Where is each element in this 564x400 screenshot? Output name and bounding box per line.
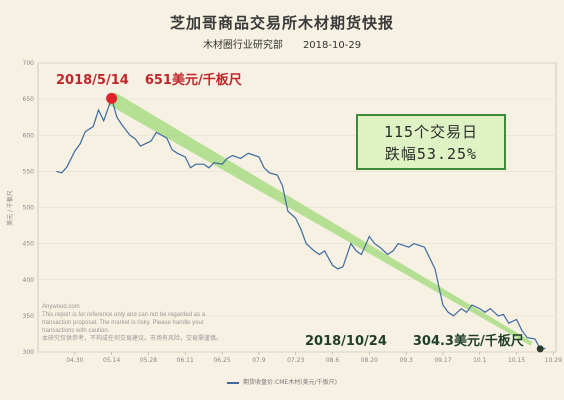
y-tick-label: 500: [23, 205, 35, 212]
page-title: 芝加哥商品交易所木材期货快报: [169, 14, 394, 32]
decline-percent-label: 跌幅53.25%: [384, 145, 478, 163]
start-value-label: 651美元/千板尺: [144, 73, 242, 88]
x-axis-ticks: 04.30 05.14 05.28 06.11 06.25 07.9 07.23 08.6 08…: [66, 352, 562, 364]
disclaimer-line: transaction proposal. The market is risk…: [42, 320, 204, 326]
y-tick-label: 600: [23, 132, 35, 139]
disclaimer-line: This report is for reference only and ca…: [42, 312, 206, 318]
disclaimer-line: transactions with caution.: [42, 328, 110, 334]
x-tick-label: 10.15: [508, 357, 525, 364]
y-tick-label: 550: [23, 168, 35, 175]
decline-summary-box: 115个交易日 跌幅53.25%: [356, 114, 506, 170]
x-tick-label: 06.25: [213, 357, 230, 364]
y-tick-label: 700: [23, 60, 35, 67]
x-tick-label: 05.28: [140, 357, 157, 364]
plot-area: 300 350 400 450 500 550 600 650 700 04.30 05.14 05…: [23, 60, 563, 364]
x-tick-label: 08.20: [361, 357, 378, 364]
end-value-label: 304.3美元/千板尺: [412, 334, 524, 349]
y-tick-label: 400: [23, 277, 35, 284]
start-marker: [106, 92, 118, 104]
report-date: 2018-10-29: [302, 40, 362, 51]
y-tick-label: 650: [23, 96, 35, 103]
disclaimer-line: 本研究仅供参考，不构成任何交易建议。市场有风险，交易需谨慎。: [42, 336, 223, 342]
report-subtitle: 木材圈行业研究部 2018-10-29: [0, 36, 564, 51]
x-tick-label: 09.17: [434, 357, 451, 364]
trend-arrow: [108, 92, 533, 346]
x-tick-label: 10.1: [473, 357, 487, 364]
chart-legend: 期货收盘价:CME木材(美元/千板尺): [0, 377, 564, 386]
x-tick-label: 08.6: [326, 357, 340, 364]
x-tick-label: 04.30: [66, 357, 83, 364]
x-tick-label: 07.9: [252, 357, 266, 364]
x-tick-label: 06.11: [177, 357, 194, 364]
start-date-label: 2018/5/14: [56, 73, 129, 88]
y-tick-label: 450: [23, 241, 35, 248]
y-axis-ticks: 300 350 400 450 500 550 600 650 700: [23, 60, 35, 356]
trading-days-label: 115个交易日: [383, 123, 479, 141]
y-tick-label: 350: [23, 313, 35, 320]
legend-label: 期货收盘价:CME木材(美元/千板尺): [243, 379, 337, 386]
y-axis-label: 美元 / 千板尺: [6, 190, 14, 226]
highlight-markers: [106, 92, 544, 353]
series-line-lumber-close: [56, 96, 546, 350]
report-source: 木材圈行业研究部: [202, 40, 283, 51]
end-annotation: 2018/10/24 304.3美元/千板尺: [305, 330, 524, 349]
end-marker: [536, 345, 544, 353]
legend-swatch: [227, 381, 240, 384]
end-date-label: 2018/10/24: [305, 334, 387, 349]
start-annotation: 2018/5/14 651美元/千板尺: [56, 69, 242, 88]
disclaimer: Anywood.com This report is for reference…: [42, 303, 222, 343]
x-tick-label: 09.3: [399, 357, 413, 364]
y-tick-label: 300: [23, 349, 35, 356]
disclaimer-line: Anywood.com: [42, 304, 80, 310]
x-tick-label: 07.23: [287, 357, 304, 364]
x-tick-label: 05.14: [103, 357, 120, 364]
x-tick-label: 10.29: [545, 357, 562, 364]
